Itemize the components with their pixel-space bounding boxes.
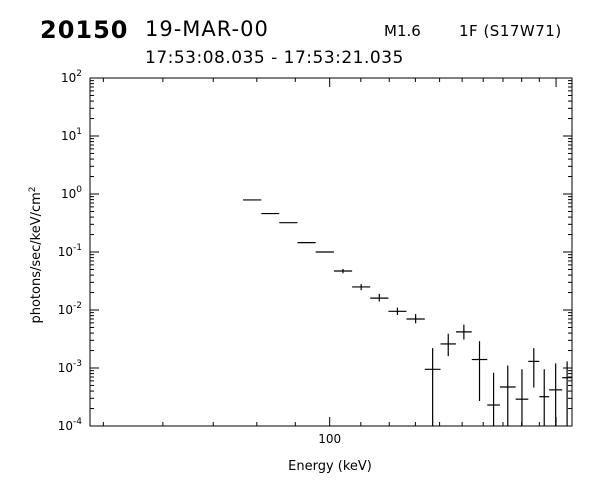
y-axis-label-text: photons/sec/keV/cm [29,192,44,323]
y-tick-base: 10 [61,71,76,85]
data-point [333,268,353,274]
flare-location: 1F (S17W71) [459,22,562,40]
y-tick-exponent: 0 [76,185,82,195]
data-point [471,341,488,401]
y-tick-label: 10-1 [58,243,82,259]
data-point [388,307,407,315]
y-tick-exponent: -2 [73,301,82,311]
y-tick-exponent: 1 [76,127,82,137]
data-point [499,365,516,426]
x-tick-label: 100 [318,432,341,446]
y-tick-base: 10 [58,419,73,433]
data-points [243,199,572,426]
data-point [528,348,540,388]
event-date: 19-MAR-00 [145,17,269,41]
data-point [370,293,389,302]
x-axis-label: Energy (keV) [288,459,372,474]
y-tick-label: 10-4 [58,417,83,433]
time-range: 17:53:08.035 - 17:53:21.035 [145,48,404,68]
y-axis-label-exponent: 2 [28,186,38,192]
y-tick-exponent: 2 [76,69,82,79]
data-point [549,363,563,426]
data-point [562,361,572,426]
y-tick-exponent: -4 [73,417,82,427]
y-tick-exponent: -3 [73,359,82,369]
event-id: 20150 [40,16,129,44]
y-tick-label: 10-3 [58,359,82,375]
y-tick-label: 100 [61,185,82,201]
y-tick-exponent: -1 [73,243,82,253]
y-tick-base: 10 [61,129,76,143]
flare-class: M1.6 [384,22,421,40]
y-axis-label: photons/sec/keV/cm2 [28,186,44,323]
data-point [539,369,550,426]
y-tick-label: 101 [61,127,82,143]
data-point [455,324,472,340]
data-point [352,284,371,291]
data-point [515,369,529,426]
y-tick-label: 102 [61,69,82,85]
y-tick-base: 10 [61,187,76,201]
data-point [424,348,441,426]
y-tick-base: 10 [58,361,73,375]
y-tick-base: 10 [58,303,73,317]
data-point [487,372,500,426]
data-point [440,333,456,357]
y-tick-base: 10 [58,245,73,259]
y-tick-label: 10-2 [58,301,82,317]
data-point [406,314,425,324]
